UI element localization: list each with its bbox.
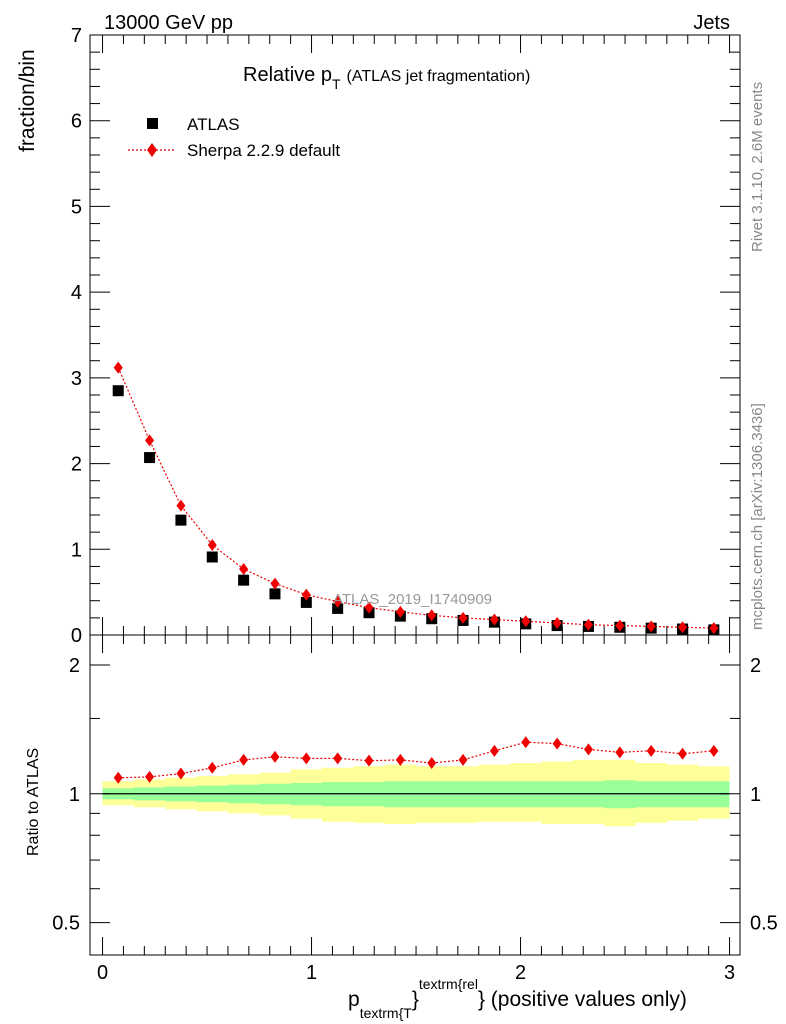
ratio-sherpa-point <box>489 744 499 757</box>
ratio-sherpa-point <box>678 747 688 760</box>
atlas-point <box>238 574 250 586</box>
sherpa-line <box>117 367 714 629</box>
x-axis-label-tail: } (positive values only) <box>478 988 687 1011</box>
sherpa-point <box>333 595 343 608</box>
legend: ATLAS Sherpa 2.2.9 default <box>128 115 340 160</box>
main-title-main: Relative p <box>243 64 332 86</box>
ratio-sherpa-point <box>552 737 562 750</box>
ratio-sherpa-line <box>118 741 714 779</box>
sherpa-point <box>301 588 311 601</box>
x-axis-label-sup: textrm{rel <box>419 976 478 992</box>
ratio-sherpa-point <box>176 767 186 780</box>
sherpa-point <box>207 539 217 551</box>
legend-atlas-label: ATLAS <box>187 115 240 134</box>
main-y-tick-label: 4 <box>71 282 82 304</box>
ratio-y-tick-label-left: 2 <box>69 655 80 677</box>
ratio-y-tick-label-left: 1 <box>69 784 80 806</box>
legend-sherpa-label: Sherpa 2.2.9 default <box>187 141 340 160</box>
main-y-axis-label: fraction/bin <box>16 49 39 152</box>
mcplots-label: mcplots.cern.ch [arXiv:1306.3436] <box>749 403 766 630</box>
ratio-sherpa-point <box>615 746 625 759</box>
main-title: Relative pT (ATLAS jet fragmentation) <box>243 64 530 92</box>
x-axis-label: ptextrm{T}textrm{rel} (positive values o… <box>348 976 687 1021</box>
ratio-sherpa-point <box>113 771 123 784</box>
ratio-sherpa-point <box>239 753 249 766</box>
ratio-sherpa-point <box>333 752 343 765</box>
atlas-point <box>175 514 187 526</box>
atlas-point <box>300 596 312 608</box>
sherpa-point <box>521 615 531 628</box>
x-tick-label: 1 <box>306 962 317 984</box>
ratio-y-tick-label-left: 0.5 <box>52 913 80 935</box>
x-tick-label: 2 <box>515 962 526 984</box>
main-y-tick-label: 2 <box>71 454 82 476</box>
ratio-sherpa-point <box>583 743 593 756</box>
ratio-sherpa-point <box>427 757 437 770</box>
beam-label: 13000 GeV pp <box>104 12 233 34</box>
atlas-point <box>332 602 344 614</box>
legend-atlas-marker <box>147 118 158 129</box>
sherpa-point <box>552 617 562 629</box>
main-title-sub: T <box>332 76 341 92</box>
sherpa-point <box>364 601 374 614</box>
sherpa-point <box>239 563 249 575</box>
x-tick-label: 3 <box>724 962 735 984</box>
ratio-sherpa-point <box>646 744 656 757</box>
sherpa-point <box>145 434 155 447</box>
x-axis-label-sub: textrm{T <box>360 1005 413 1021</box>
sherpa-point <box>270 577 280 590</box>
main-y-tick-label: 3 <box>71 368 82 390</box>
main-title-detail: (ATLAS jet fragmentation) <box>347 68 531 85</box>
ratio-sherpa-point <box>207 761 217 774</box>
main-y-tick-label: 6 <box>71 111 82 133</box>
ratio-y-axis-label: Ratio to ATLAS <box>25 748 42 856</box>
sherpa-point <box>113 361 123 374</box>
x-axis-label-close: } <box>412 988 419 1011</box>
rivet-version-label: Rivet 3.1.10, 2.6M events <box>749 82 766 252</box>
x-tick-label: 0 <box>97 962 108 984</box>
x-axis-label-main: p <box>348 988 360 1011</box>
sherpa-point <box>458 611 468 624</box>
sherpa-point <box>646 620 656 633</box>
main-y-tick-label: 0 <box>71 625 82 647</box>
main-y-tick-label: 1 <box>71 539 82 561</box>
process-label: Jets <box>693 12 730 34</box>
main-panel: 0 1 2 3 4 5 6 7 fraction/bin Relative pT (ATLAS … <box>16 25 741 647</box>
sherpa-point <box>678 621 688 634</box>
ratio-sherpa-point <box>270 750 280 763</box>
sherpa-point <box>395 605 405 618</box>
sherpa-point <box>583 618 593 631</box>
analysis-watermark: ATLAS_2019_I1740909 <box>333 591 492 608</box>
ratio-frame <box>89 634 741 956</box>
sherpa-point <box>176 499 186 512</box>
ratio-sherpa-point <box>364 754 374 767</box>
main-y-tick-label: 5 <box>71 196 82 218</box>
ratio-y-tick-label-right: 0.5 <box>750 913 778 935</box>
ratio-panel: 0.5 0.5 1 1 2 2 0 1 2 3 Ratio to ATLAS ptextrm{T… <box>25 634 778 1021</box>
main-y-tick-label: 7 <box>71 25 82 47</box>
sherpa-point <box>427 609 437 622</box>
atlas-point <box>206 551 218 563</box>
ratio-y-tick-label-right: 2 <box>750 655 761 677</box>
legend-sherpa-marker <box>147 143 157 157</box>
ratio-sherpa-point <box>458 753 468 766</box>
ratio-sherpa-point <box>301 752 311 765</box>
sherpa-point <box>615 619 625 632</box>
sherpa-point <box>489 613 499 626</box>
sherpa-point <box>709 622 719 635</box>
atlas-point <box>144 452 156 464</box>
ratio-sherpa-point <box>521 736 531 749</box>
atlas-point <box>112 385 124 397</box>
ratio-sherpa-point <box>145 770 155 783</box>
ratio-sherpa-point <box>709 744 719 757</box>
ratio-sherpa-point <box>395 753 405 766</box>
atlas-point <box>269 588 281 600</box>
ratio-y-tick-label-right: 1 <box>750 784 761 806</box>
